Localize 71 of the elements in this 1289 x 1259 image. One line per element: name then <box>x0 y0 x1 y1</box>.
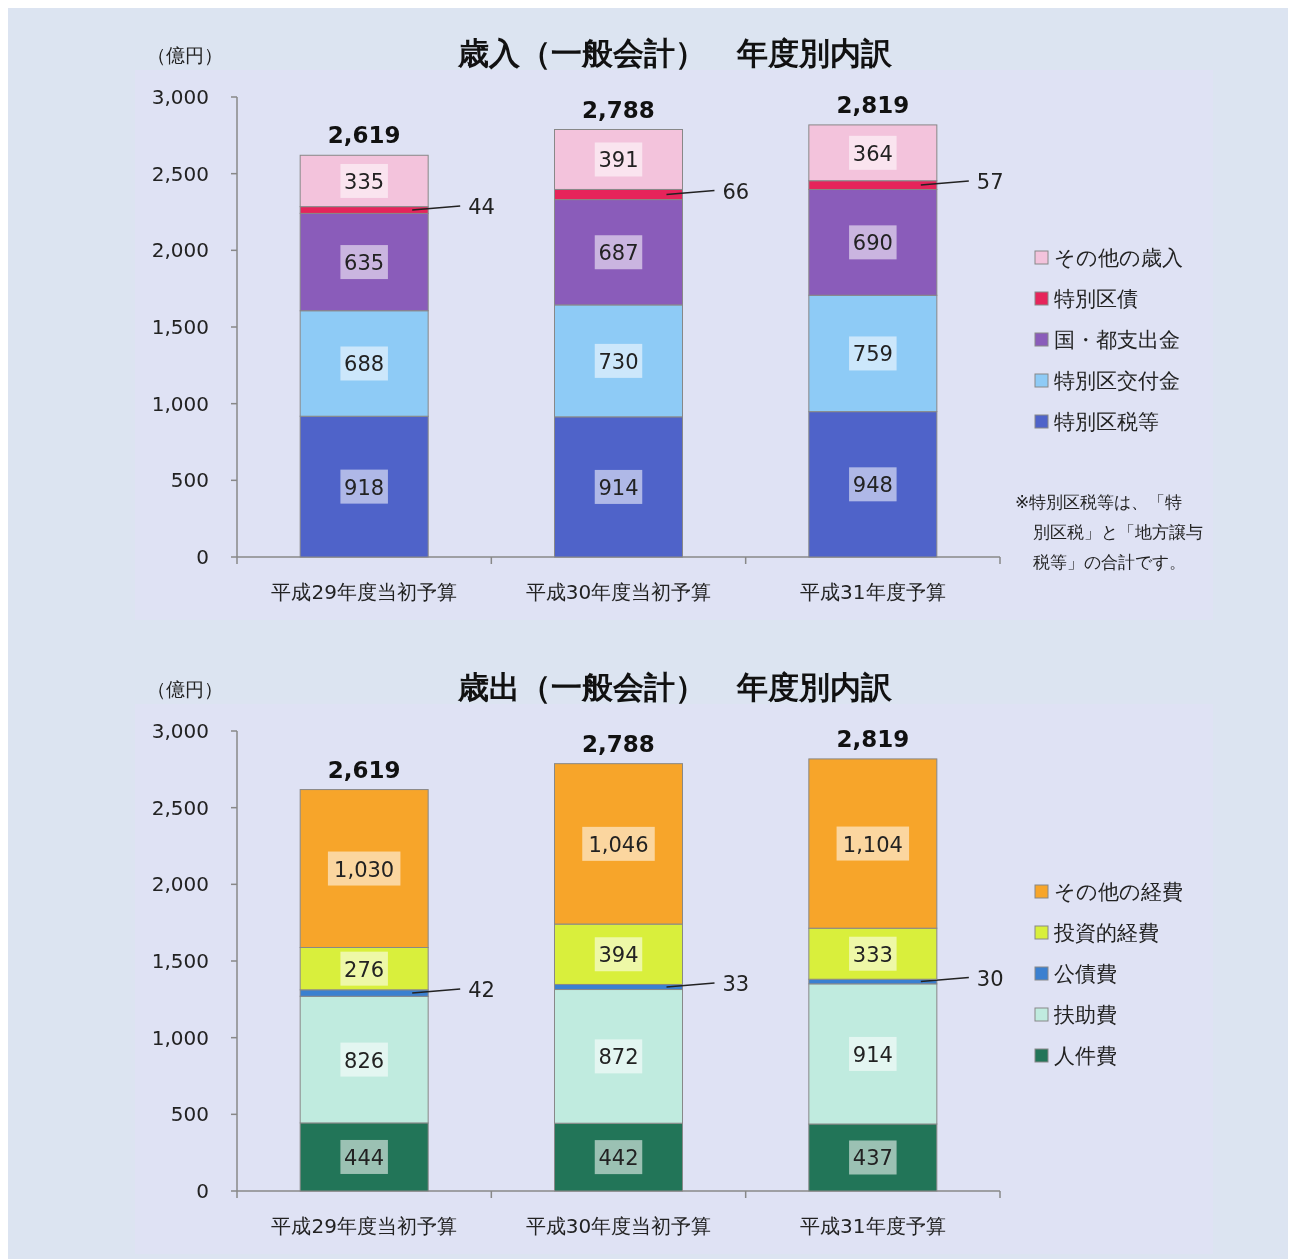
data-label: 30 <box>976 966 1004 991</box>
y-tick-label: 1,500 <box>151 315 209 339</box>
data-label: 635 <box>344 251 385 276</box>
x-tick-label: 平成30年度当初予算 <box>525 580 712 604</box>
data-label: 948 <box>852 473 893 498</box>
total-label: 2,788 <box>582 96 655 123</box>
y-tick-label: 1,500 <box>151 949 209 973</box>
x-tick-label: 平成31年度予算 <box>800 580 946 604</box>
y-tick-label: 2,000 <box>151 872 209 897</box>
legend-label: 特別区債 <box>1054 287 1138 311</box>
y-tick-label: 2,500 <box>151 795 209 820</box>
data-label: 333 <box>852 942 893 967</box>
legend-label: 国・都支出金 <box>1054 328 1180 352</box>
data-label: 42 <box>468 978 495 1003</box>
x-tick-label: 平成30年度当初予算 <box>525 1214 712 1238</box>
data-label: 914 <box>852 1042 893 1067</box>
legend-label: その他の経費 <box>1054 880 1183 904</box>
total-label: 2,819 <box>836 91 910 118</box>
data-label: 57 <box>976 170 1004 195</box>
data-label: 1,046 <box>588 832 649 857</box>
y-tick-label: 500 <box>170 468 209 493</box>
total-label: 2,788 <box>582 730 655 757</box>
y-tick-label: 1,000 <box>151 391 209 416</box>
total-label: 2,619 <box>327 122 401 149</box>
legend-label: 公債費 <box>1054 962 1117 986</box>
data-label: 688 <box>344 352 385 377</box>
y-tick-label: 2,500 <box>151 161 209 186</box>
total-label: 2,619 <box>327 756 401 783</box>
x-tick-label: 平成29年度当初予算 <box>271 1214 457 1238</box>
y-tick-label: 0 <box>196 1179 209 1203</box>
legend-label: 投資的経費 <box>1053 921 1159 945</box>
legend-label: 特別区交付金 <box>1054 369 1180 393</box>
legend-label: その他の歳入 <box>1054 246 1183 270</box>
data-label: 759 <box>852 342 893 367</box>
legend-label: 扶助費 <box>1053 1003 1117 1027</box>
data-label: 1,104 <box>842 832 903 857</box>
legend-label: 人件費 <box>1054 1044 1117 1068</box>
legend-label: 特別区税等 <box>1054 410 1159 434</box>
data-label: 442 <box>598 1146 639 1171</box>
data-label: 335 <box>344 169 385 194</box>
data-label: 44 <box>468 195 495 220</box>
total-label: 2,819 <box>836 725 910 752</box>
y-tick-label: 500 <box>170 1102 209 1127</box>
y-axis-title: （億円） <box>147 678 223 700</box>
y-tick-label: 3,000 <box>151 85 209 109</box>
data-label: 437 <box>852 1146 893 1171</box>
data-label: 66 <box>722 179 750 204</box>
chart-title: 歳出（一般会計） 年度別内訳 <box>457 669 893 705</box>
text: ※特別区税等は、「特別区税」と「地方譲与税等」の合計です。 <box>1015 492 1203 572</box>
data-label: 872 <box>598 1045 639 1070</box>
data-label: 391 <box>598 148 639 173</box>
data-label: 394 <box>598 943 639 968</box>
y-tick-label: 2,000 <box>151 238 209 263</box>
data-label: 1,030 <box>334 857 395 882</box>
data-label: 687 <box>598 241 639 266</box>
data-label: 444 <box>344 1145 385 1170</box>
y-axis-title: （億円） <box>147 44 223 66</box>
x-tick-label: 平成29年度当初予算 <box>271 580 457 604</box>
y-tick-label: 3,000 <box>151 719 209 743</box>
data-label: 276 <box>344 957 385 982</box>
y-tick-label: 1,000 <box>151 1025 209 1050</box>
data-label: 826 <box>344 1048 385 1073</box>
chart-title: 歳入（一般会計） 年度別内訳 <box>457 35 893 71</box>
y-tick-label: 0 <box>196 545 209 569</box>
data-label: 690 <box>852 231 893 256</box>
data-label: 918 <box>344 475 385 500</box>
data-label: 364 <box>852 141 893 166</box>
x-tick-label: 平成31年度予算 <box>800 1214 946 1238</box>
data-label: 914 <box>598 475 639 500</box>
data-label: 33 <box>722 971 750 996</box>
data-label: 730 <box>598 349 639 374</box>
